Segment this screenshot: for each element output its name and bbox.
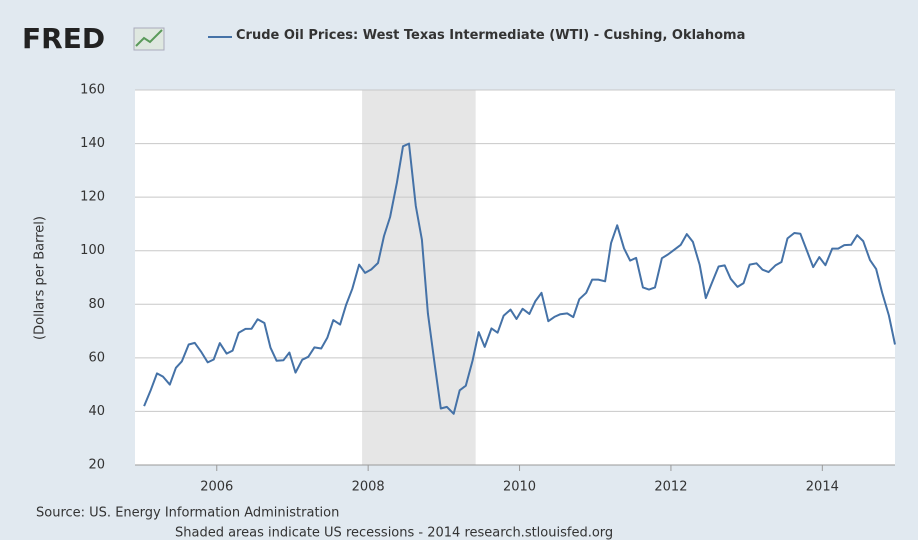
y-tick-label: 100 [80, 243, 105, 258]
logo-icon [133, 27, 165, 51]
logo: FRED [22, 22, 105, 55]
x-tick-label: 2006 [200, 480, 233, 495]
plot-area [135, 90, 895, 465]
x-tick-label: 2012 [654, 480, 687, 495]
x-tick-label: 2014 [806, 480, 839, 495]
y-tick-label: 20 [88, 458, 105, 473]
source: Source: US. Energy Information Administr… [36, 506, 339, 521]
legend: Crude Oil Prices: West Texas Intermediat… [236, 28, 746, 43]
recession-band [362, 90, 476, 465]
x-tick-label: 2008 [352, 480, 385, 495]
y-tick-label: 80 [88, 297, 105, 312]
y-axis-label: (Dollars per Barrel) [33, 216, 48, 340]
y-tick-label: 40 [88, 404, 105, 419]
y-tick-label: 160 [80, 83, 105, 98]
x-tick-label: 2010 [503, 480, 536, 495]
y-tick-label: 60 [88, 350, 105, 365]
y-tick-label: 140 [80, 136, 105, 151]
legend-text: Crude Oil Prices: West Texas Intermediat… [236, 28, 746, 43]
note: Shaded areas indicate US recessions - 20… [175, 526, 613, 540]
y-tick-label: 120 [80, 190, 105, 205]
series-line [143, 142, 896, 415]
